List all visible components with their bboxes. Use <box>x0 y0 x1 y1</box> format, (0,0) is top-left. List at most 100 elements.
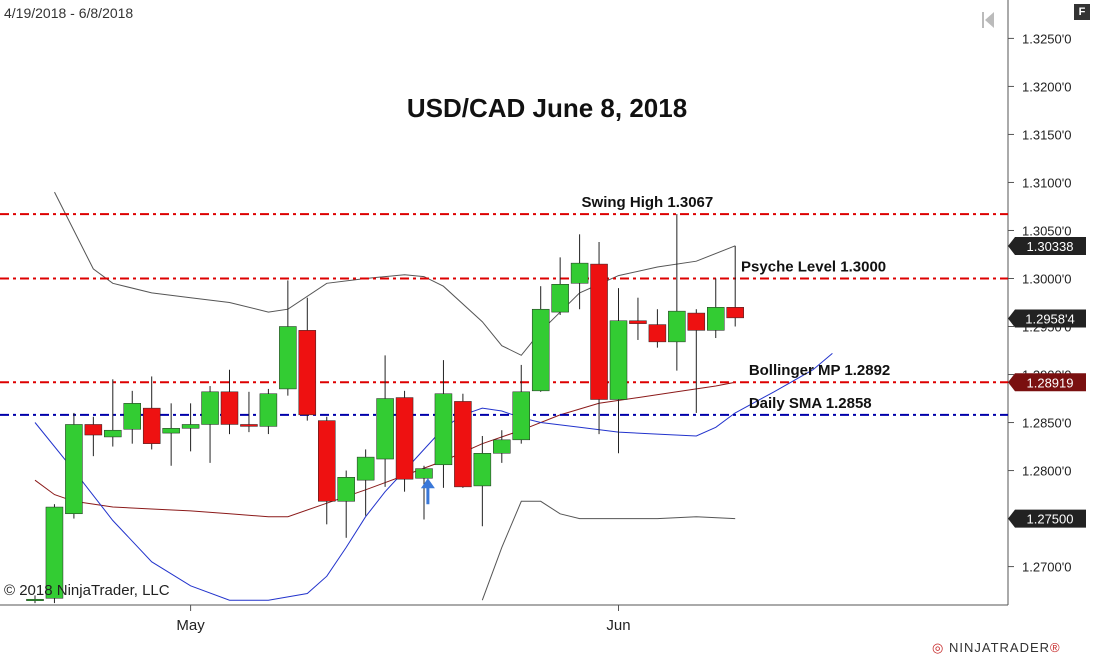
candle-body <box>726 307 744 319</box>
y-tick-label: 1.3050'0 <box>1022 223 1071 238</box>
brand-logo: ◎ NINJATRADER® <box>932 640 1061 656</box>
y-tick-label: 1.2850'0 <box>1022 416 1071 431</box>
candle-body <box>201 391 219 425</box>
candle <box>493 430 511 463</box>
candle <box>123 390 141 444</box>
price-marker-box <box>1008 373 1086 392</box>
x-tick-label: Jun <box>606 617 630 634</box>
candle <box>687 309 706 413</box>
y-tick-label: 1.3200'0 <box>1022 79 1071 94</box>
candle <box>395 390 414 492</box>
price-marker: 1.28919 <box>1008 373 1086 392</box>
price-marker-box <box>1008 309 1086 328</box>
candle-body <box>279 326 297 390</box>
candle <box>570 234 589 310</box>
candle-body <box>65 424 83 515</box>
candle <box>629 297 647 340</box>
candle-body <box>512 391 530 441</box>
candle <box>590 242 608 435</box>
candle <box>648 309 667 348</box>
candle-body <box>551 284 569 313</box>
price-marker: 1.2958'4 <box>1008 309 1086 328</box>
price-marker-box <box>1008 237 1086 256</box>
x-tick-label: May <box>176 617 205 634</box>
candle <box>609 288 628 454</box>
candle-body <box>337 477 355 502</box>
candle <box>201 386 219 463</box>
candle <box>726 245 744 327</box>
price-marker-box <box>1008 509 1086 528</box>
candle <box>240 391 258 433</box>
candle-body <box>123 403 141 430</box>
candle-body <box>687 312 706 331</box>
candle <box>707 278 725 339</box>
candle <box>376 355 394 487</box>
price-marker-label: 1.2958'4 <box>1025 311 1074 326</box>
copyright: © 2018 NinjaTrader, LLC <box>4 582 170 599</box>
y-tick-label: 1.3250'0 <box>1022 31 1071 46</box>
up-arrow-icon <box>420 478 435 505</box>
bollinger-upper-line <box>54 191 736 356</box>
candle-body <box>181 424 200 429</box>
candle-body <box>531 308 550 392</box>
candle <box>337 470 355 538</box>
candle-body <box>356 456 375 481</box>
candle <box>356 449 375 516</box>
brand-mark-icon: ◎ <box>932 640 945 655</box>
chart-title: USD/CAD June 8, 2018 <box>407 93 687 123</box>
candle-body <box>434 393 453 466</box>
candle-body <box>415 468 433 479</box>
candle-body <box>395 397 414 480</box>
candle-body <box>493 439 511 454</box>
candle <box>162 403 180 466</box>
candle <box>434 360 453 488</box>
candle-body <box>590 263 608 400</box>
candle-body <box>318 420 336 502</box>
price-marker-label: 1.28919 <box>1027 375 1074 390</box>
candle <box>142 376 161 450</box>
candle-body <box>240 424 258 427</box>
price-marker: 1.30338 <box>1008 237 1086 256</box>
candle <box>298 297 317 421</box>
candle-body <box>45 506 64 599</box>
candle <box>512 364 530 444</box>
candle <box>668 214 686 371</box>
collapse-icon[interactable] <box>980 10 996 30</box>
candle-body <box>648 324 667 343</box>
candle-body <box>104 429 122 438</box>
brand-registered: ® <box>1050 640 1061 655</box>
price-marker-label: 1.30338 <box>1027 239 1074 254</box>
candle-body <box>629 320 647 324</box>
f-badge[interactable]: F <box>1074 4 1090 20</box>
candle <box>473 435 492 527</box>
candle <box>65 412 83 519</box>
candle-body <box>668 310 686 343</box>
candle-body <box>609 320 628 400</box>
candle <box>415 465 433 520</box>
y-tick-label: 1.3150'0 <box>1022 127 1071 142</box>
candle-body <box>84 424 103 436</box>
candle-body <box>707 307 725 331</box>
candle-body <box>220 391 239 425</box>
level-label: Daily SMA 1.2858 <box>749 395 872 412</box>
y-tick-label: 1.3000'0 <box>1022 271 1071 286</box>
candle-body <box>259 393 278 427</box>
y-tick-label: 1.2800'0 <box>1022 464 1071 479</box>
candle-body <box>473 453 492 487</box>
candle-body <box>570 262 589 284</box>
candle <box>279 280 297 396</box>
candle <box>531 286 550 392</box>
daily-sma-line <box>34 353 833 601</box>
level-label: Psyche Level 1.3000 <box>741 258 886 275</box>
y-tick-label: 1.3100'0 <box>1022 175 1071 190</box>
level-label: Bollinger MP 1.2892 <box>749 362 890 379</box>
candle-body <box>26 598 44 601</box>
candle <box>181 403 200 452</box>
arrow-head <box>420 478 435 489</box>
date-range: 4/19/2018 - 6/8/2018 <box>4 5 134 21</box>
y-tick-label: 1.2700'0 <box>1022 560 1071 575</box>
candle <box>26 595 44 604</box>
candle <box>318 416 336 525</box>
candle-body <box>376 398 394 460</box>
